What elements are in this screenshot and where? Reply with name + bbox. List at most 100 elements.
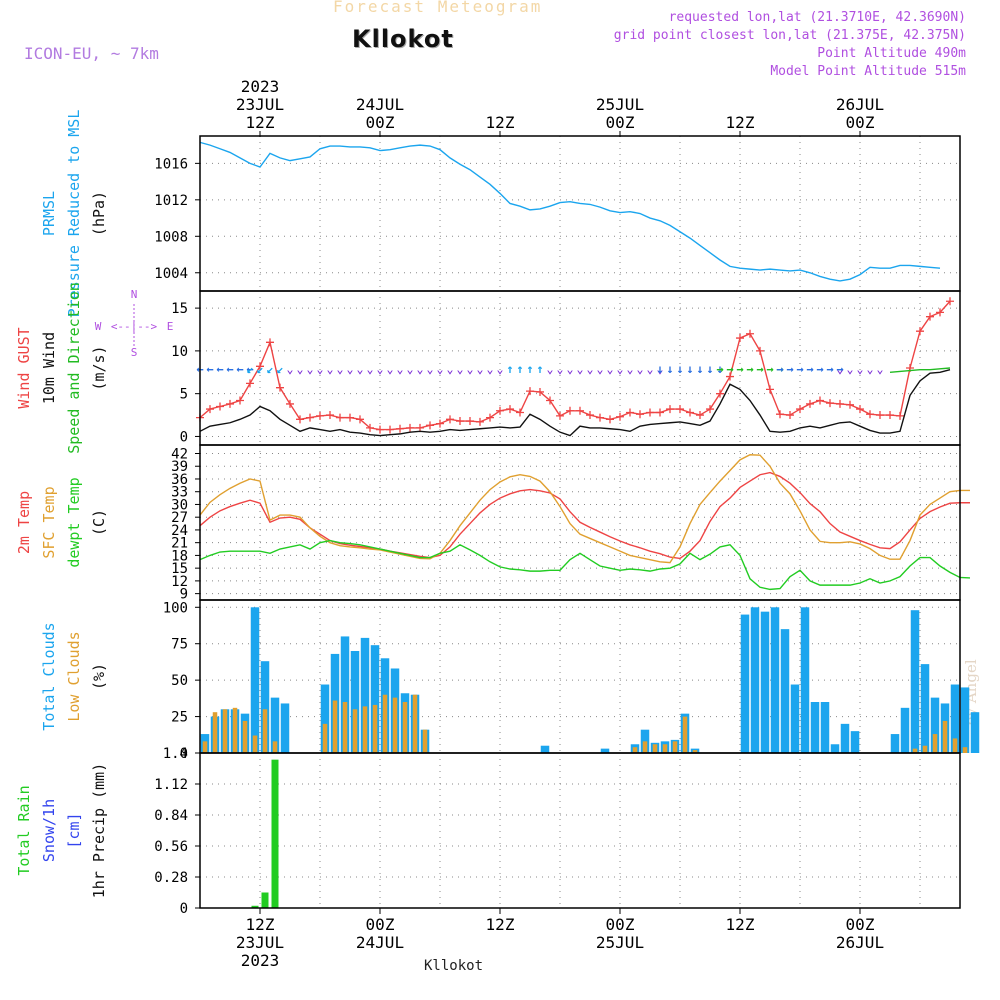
total-bar <box>250 607 260 753</box>
total-bar <box>830 744 840 753</box>
gust-marker <box>576 406 584 415</box>
gust-marker <box>436 419 444 428</box>
time-label: 25JUL <box>596 95 644 114</box>
direction-arrow: ⌄ <box>306 362 313 376</box>
y-tick-label: 10 <box>171 344 188 360</box>
direction-arrow: ↙ <box>276 362 283 376</box>
wind10m-line <box>199 369 951 437</box>
low-bar <box>272 741 278 753</box>
gust-marker <box>706 405 714 414</box>
direction-arrow: ↓ <box>716 362 723 376</box>
compass-n: N <box>131 288 138 301</box>
low-bar <box>692 750 698 753</box>
y-tick-label: 15 <box>171 301 188 317</box>
gust-marker <box>306 413 314 422</box>
low-bar <box>652 744 658 753</box>
direction-arrow: ⌄ <box>866 362 873 376</box>
panel-clouds: 0 25 50 75 100 Total Clouds Low Clouds (%) <box>40 599 980 762</box>
direction-arrow: ⌄ <box>446 362 453 376</box>
gust-marker <box>646 408 654 417</box>
direction-arrow: ⌄ <box>546 362 553 376</box>
gust-marker <box>446 415 454 424</box>
axis-title: Total Clouds <box>40 622 58 730</box>
gust-marker <box>486 413 494 422</box>
gust-marker <box>686 408 694 417</box>
y-tick-label: 42 <box>171 446 188 462</box>
direction-arrow: ⌄ <box>576 362 583 376</box>
direction-arrow: ⌄ <box>466 362 473 376</box>
direction-arrow: ⌄ <box>326 362 333 376</box>
gust-marker <box>286 399 294 408</box>
low-bar <box>342 702 348 753</box>
gust-marker <box>746 329 754 338</box>
low-bar <box>362 706 368 753</box>
time-label: 26JUL <box>836 933 884 952</box>
axis-title: Pressure Reduced to MSL <box>65 110 83 318</box>
gust-marker <box>266 338 274 347</box>
low-bar <box>382 694 388 753</box>
low-bar <box>402 702 408 753</box>
gust-marker <box>896 411 904 420</box>
time-label: 12Z <box>726 915 755 934</box>
axis-title: 2m Temp <box>15 491 33 554</box>
gust-marker <box>716 389 724 398</box>
total-bar <box>820 702 830 753</box>
y-tick-label: 18 <box>171 548 188 564</box>
y-tick-label: 21 <box>171 536 188 552</box>
gust-marker <box>296 415 304 424</box>
low-bar <box>682 716 688 753</box>
panel-wind: 0 5 10 15 Wind GUST 10m Wind Speed and Directi… <box>15 282 961 454</box>
low-bar <box>662 744 668 753</box>
direction-arrow: ⌄ <box>376 362 383 376</box>
axis-title: SFC Temp <box>40 486 58 558</box>
gust-marker <box>546 396 554 405</box>
gust-marker <box>926 312 934 321</box>
low-bar <box>912 748 918 753</box>
total-bar <box>770 607 780 753</box>
total-bar <box>370 645 380 753</box>
direction-arrow: ↓ <box>696 362 703 376</box>
total-bar <box>930 697 940 753</box>
gust-line <box>199 300 951 431</box>
y-tick-label: 100 <box>163 600 188 616</box>
y-tick-label: 0.28 <box>154 870 188 886</box>
gust-marker <box>396 424 404 433</box>
time-label: 24JUL <box>356 95 404 114</box>
direction-arrow: ⌄ <box>336 362 343 376</box>
model-altitude: Model Point Altitude 515m <box>770 64 966 79</box>
y-tick-label: 0 <box>180 429 188 445</box>
low-bar <box>252 735 258 753</box>
total-bar <box>260 661 270 753</box>
direction-arrow: ← <box>216 362 223 376</box>
low-bar <box>942 720 948 753</box>
direction-arrow: ⌄ <box>626 362 633 376</box>
gust-marker <box>236 396 244 405</box>
gust-marker <box>476 417 484 426</box>
direction-arrow: ↙ <box>246 362 253 376</box>
direction-arrow: → <box>776 362 783 376</box>
low-bar <box>332 700 338 753</box>
y-tick-label: 1004 <box>154 266 188 282</box>
direction-arrow: ↓ <box>706 362 713 376</box>
compass-e: E <box>167 320 174 333</box>
low-bar <box>212 712 218 753</box>
total-bar <box>840 723 850 753</box>
direction-arrow: → <box>756 362 763 376</box>
direction-arrow: → <box>796 362 803 376</box>
gust-marker <box>776 410 784 419</box>
rain-bar <box>261 892 269 908</box>
gust-marker <box>726 372 734 381</box>
direction-arrow: ↑ <box>516 362 523 376</box>
direction-arrow: ⌄ <box>566 362 573 376</box>
panel-frame <box>199 135 961 292</box>
low-bar <box>672 741 678 753</box>
total-bar <box>950 684 960 753</box>
axis-title: Total Rain <box>15 785 33 875</box>
total-bar <box>340 636 350 753</box>
gust-marker <box>566 406 574 415</box>
direction-arrow: → <box>836 362 843 376</box>
direction-arrow: ⌄ <box>846 362 853 376</box>
